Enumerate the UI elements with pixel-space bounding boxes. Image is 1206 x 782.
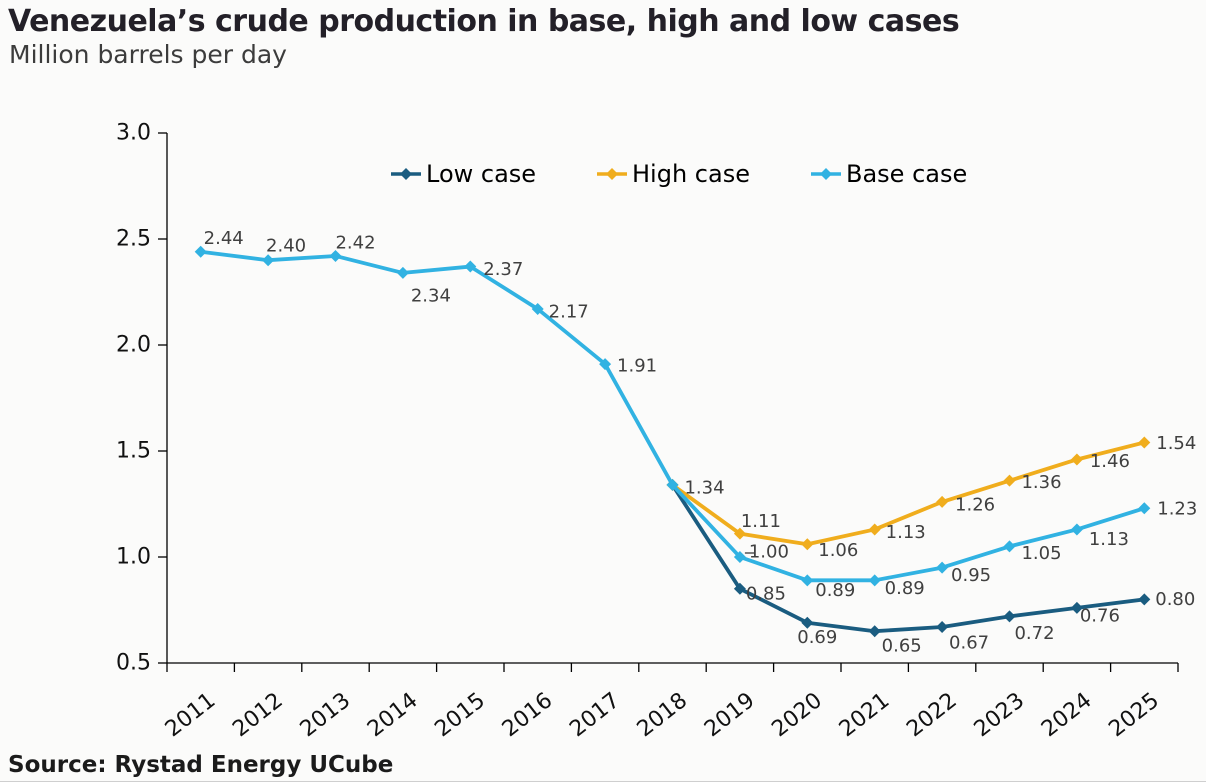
legend-label-low-case: Low case [426, 160, 537, 188]
svg-text:1.34: 1.34 [684, 477, 724, 498]
legend-label-base-case: Base case [846, 160, 968, 188]
svg-text:0.72: 0.72 [1014, 623, 1054, 644]
svg-text:2020: 2020 [767, 688, 827, 742]
svg-text:2015: 2015 [430, 688, 490, 742]
svg-text:0.67: 0.67 [949, 632, 989, 653]
svg-text:2011: 2011 [161, 688, 221, 742]
svg-text:2.5: 2.5 [116, 227, 151, 252]
svg-text:0.89: 0.89 [815, 580, 855, 601]
svg-text:2025: 2025 [1104, 688, 1164, 742]
legend-item-high-case: High case [596, 160, 750, 188]
svg-text:0.76: 0.76 [1080, 605, 1120, 626]
svg-text:0.65: 0.65 [882, 636, 922, 657]
svg-text:2.42: 2.42 [335, 232, 375, 253]
svg-text:2018: 2018 [633, 688, 693, 742]
svg-text:1.00: 1.00 [749, 542, 789, 563]
svg-text:1.05: 1.05 [1021, 543, 1061, 564]
svg-text:2.34: 2.34 [411, 285, 451, 306]
page-subtitle: Million barrels per day [9, 40, 287, 69]
svg-text:2.40: 2.40 [266, 236, 306, 257]
legend-item-base-case: Base case [810, 160, 968, 188]
svg-text:1.11: 1.11 [741, 511, 781, 532]
svg-text:0.85: 0.85 [746, 583, 786, 604]
svg-text:2.44: 2.44 [204, 228, 244, 249]
svg-text:1.5: 1.5 [116, 439, 151, 464]
svg-text:1.13: 1.13 [1089, 529, 1129, 550]
svg-text:0.69: 0.69 [797, 627, 837, 648]
svg-text:1.06: 1.06 [818, 540, 858, 561]
svg-text:1.54: 1.54 [1156, 433, 1196, 454]
svg-text:2023: 2023 [970, 688, 1030, 742]
high-case-line-marker-icon [597, 168, 627, 180]
svg-text:2019: 2019 [700, 688, 760, 742]
svg-text:0.89: 0.89 [885, 578, 925, 599]
low-case-line-marker-icon [391, 168, 421, 180]
svg-text:1.46: 1.46 [1090, 451, 1130, 472]
svg-text:2022: 2022 [902, 688, 962, 742]
svg-text:2013: 2013 [296, 688, 356, 742]
svg-text:0.95: 0.95 [951, 565, 991, 586]
svg-text:0.5: 0.5 [116, 651, 151, 676]
svg-text:1.13: 1.13 [886, 522, 926, 543]
svg-text:2016: 2016 [498, 688, 558, 742]
page-title: Venezuela’s crude production in base, hi… [8, 4, 960, 39]
svg-text:2.37: 2.37 [483, 259, 523, 280]
svg-text:1.36: 1.36 [1021, 472, 1061, 493]
chart-legend: Low case High case Base case [0, 160, 1206, 188]
legend-label-high-case: High case [632, 160, 750, 188]
svg-text:2021: 2021 [835, 688, 895, 742]
svg-text:0.80: 0.80 [1155, 589, 1195, 610]
svg-text:1.0: 1.0 [116, 545, 151, 570]
svg-text:2017: 2017 [565, 688, 625, 742]
svg-text:2012: 2012 [228, 688, 288, 742]
svg-text:2024: 2024 [1037, 688, 1097, 742]
source-note: Source: Rystad Energy UCube [8, 752, 394, 778]
svg-text:1.91: 1.91 [617, 356, 657, 377]
svg-text:2.0: 2.0 [116, 333, 151, 358]
svg-text:3.0: 3.0 [116, 121, 151, 146]
base-case-line-marker-icon [811, 168, 841, 180]
svg-text:2014: 2014 [363, 688, 423, 742]
legend-item-low-case: Low case [390, 160, 537, 188]
svg-text:1.23: 1.23 [1157, 499, 1197, 520]
svg-text:1.26: 1.26 [955, 494, 995, 515]
svg-text:2.17: 2.17 [549, 301, 589, 322]
